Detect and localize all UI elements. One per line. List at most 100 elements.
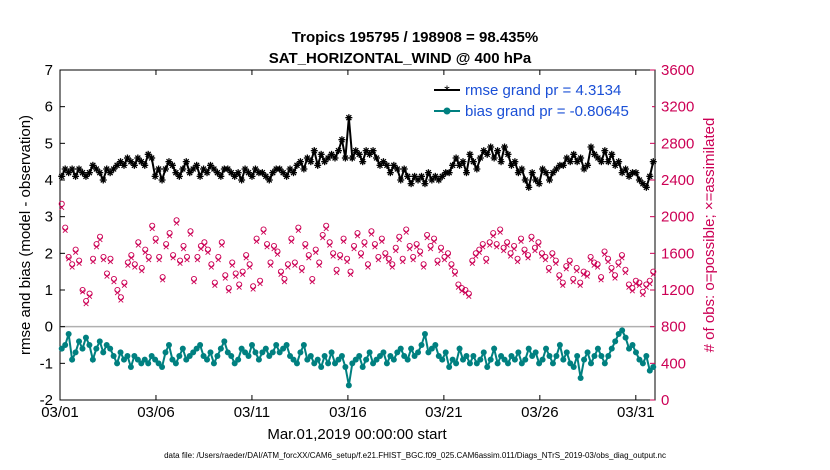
obs-assimilated-stroke — [546, 268, 552, 274]
bias-point — [463, 353, 470, 359]
rmse-point-stroke — [605, 158, 612, 165]
obs-assimilated-stroke — [570, 279, 576, 285]
bias-point — [556, 342, 563, 348]
obs-assimilated-stroke — [525, 255, 531, 261]
obs-assimilated-stroke — [142, 249, 148, 256]
rmse-point — [570, 150, 578, 158]
obs-assimilated-stroke — [619, 255, 625, 261]
obs-assimilated-point — [448, 264, 455, 270]
obs-assimilated-point — [327, 242, 333, 248]
obs-assimilated-stroke — [205, 249, 211, 256]
rmse-point-stroke — [103, 166, 110, 172]
obs-assimilated-point — [629, 288, 636, 294]
bias-point — [598, 353, 605, 359]
rmse-point-stroke — [69, 166, 76, 172]
rmse-point-stroke — [79, 169, 86, 176]
obs-assimilated-stroke — [194, 257, 201, 263]
obs-assimilated-stroke — [156, 257, 162, 263]
obs-assimilated-point — [125, 262, 131, 268]
bias-point — [162, 349, 169, 356]
obs-assimilated-point — [490, 233, 496, 239]
obs-assimilated-stroke — [396, 236, 402, 243]
bias-point — [293, 360, 300, 367]
rmse-point-stroke — [89, 162, 96, 169]
bias-point — [421, 331, 428, 337]
obs-assimilated-point — [483, 258, 489, 265]
rmse-point-stroke — [633, 169, 639, 176]
obs-assimilated-point — [647, 280, 653, 287]
bias-point — [345, 382, 352, 389]
obs-assimilated-stroke — [448, 264, 455, 270]
obs-assimilated-point — [556, 275, 562, 281]
obs-assimilated-stroke — [334, 269, 340, 276]
obs-assimilated-point — [229, 262, 235, 268]
rmse-point — [179, 165, 187, 173]
obs-assimilated-point — [351, 246, 357, 252]
obs-assimilated-stroke — [271, 246, 277, 252]
bias-point — [466, 360, 473, 367]
obs-assimilated-stroke — [629, 288, 636, 294]
bias-point — [297, 349, 304, 356]
obs-assimilated-stroke — [295, 227, 301, 234]
obs-assimilated-stroke — [320, 235, 326, 241]
bias-point — [366, 349, 373, 356]
rmse-point-stroke — [480, 147, 487, 154]
rmse-point-stroke — [338, 136, 345, 143]
bias-point — [86, 342, 93, 348]
obs-assimilated-stroke — [285, 264, 291, 270]
obs-assimilated-stroke — [594, 264, 601, 270]
rmse-point-stroke — [276, 166, 283, 172]
obs-assimilated-point — [459, 288, 465, 294]
rmse-point — [331, 154, 339, 162]
rmse-point-stroke — [193, 162, 200, 169]
obs-assimilated-point — [535, 242, 542, 248]
obs-assimilated-point — [180, 246, 187, 252]
bias-point — [328, 349, 335, 356]
obs-assimilated-point — [588, 257, 594, 263]
rmse-point-stroke — [588, 144, 594, 150]
bias-point — [570, 364, 577, 370]
rmse-point — [542, 169, 550, 177]
y-tick-label: 4 — [45, 172, 53, 189]
rmse-point-stroke — [639, 180, 646, 187]
rmse-point-stroke — [228, 169, 235, 176]
rmse-point — [608, 150, 616, 158]
footer-data-file: data file: /Users/raeder/DAI/ATM_forcXX/… — [164, 451, 666, 460]
obs-assimilated-stroke — [288, 238, 295, 245]
rmse-point-stroke — [463, 169, 470, 176]
obs-assimilated-stroke — [598, 277, 604, 283]
obs-assimilated-stroke — [469, 260, 475, 267]
rmse-point — [193, 161, 201, 169]
rmse-point — [473, 165, 481, 173]
x-tick-label: 03/16 — [329, 404, 367, 421]
obs-assimilated-point — [139, 268, 145, 274]
obs-assimilated-stroke — [615, 262, 622, 268]
rmse-point-stroke — [76, 166, 82, 172]
rmse-point — [393, 165, 401, 173]
rmse-point — [130, 161, 138, 169]
rmse-point-stroke — [183, 158, 190, 165]
rmse-point-stroke — [383, 162, 390, 169]
obs-assimilated-stroke — [229, 262, 235, 268]
obs-assimilated-point — [511, 246, 517, 252]
obs-assimilated-stroke — [542, 257, 549, 263]
rmse-point-stroke — [608, 151, 615, 158]
rmse-point — [646, 172, 654, 180]
obs-assimilated-point — [466, 293, 472, 300]
rmse-point — [639, 180, 647, 188]
rmse-point-stroke — [567, 158, 574, 165]
obs-assimilated-stroke — [407, 246, 413, 252]
obs-assimilated-point — [187, 231, 194, 237]
obs-assimilated-point — [487, 242, 493, 248]
obs-assimilated-point — [563, 266, 569, 272]
bias-series — [58, 327, 657, 389]
obs-assimilated-stroke — [247, 264, 253, 270]
legend-rmse-label: rmse grand pr = 4.3134 — [465, 82, 621, 99]
bias-point — [207, 349, 214, 356]
obs-assimilated-stroke — [260, 229, 267, 235]
bias-point — [643, 353, 650, 359]
obs-assimilated-stroke — [163, 244, 169, 250]
obs-assimilated-point — [434, 260, 441, 267]
rmse-point-stroke — [145, 151, 152, 158]
rmse-point — [334, 147, 342, 155]
